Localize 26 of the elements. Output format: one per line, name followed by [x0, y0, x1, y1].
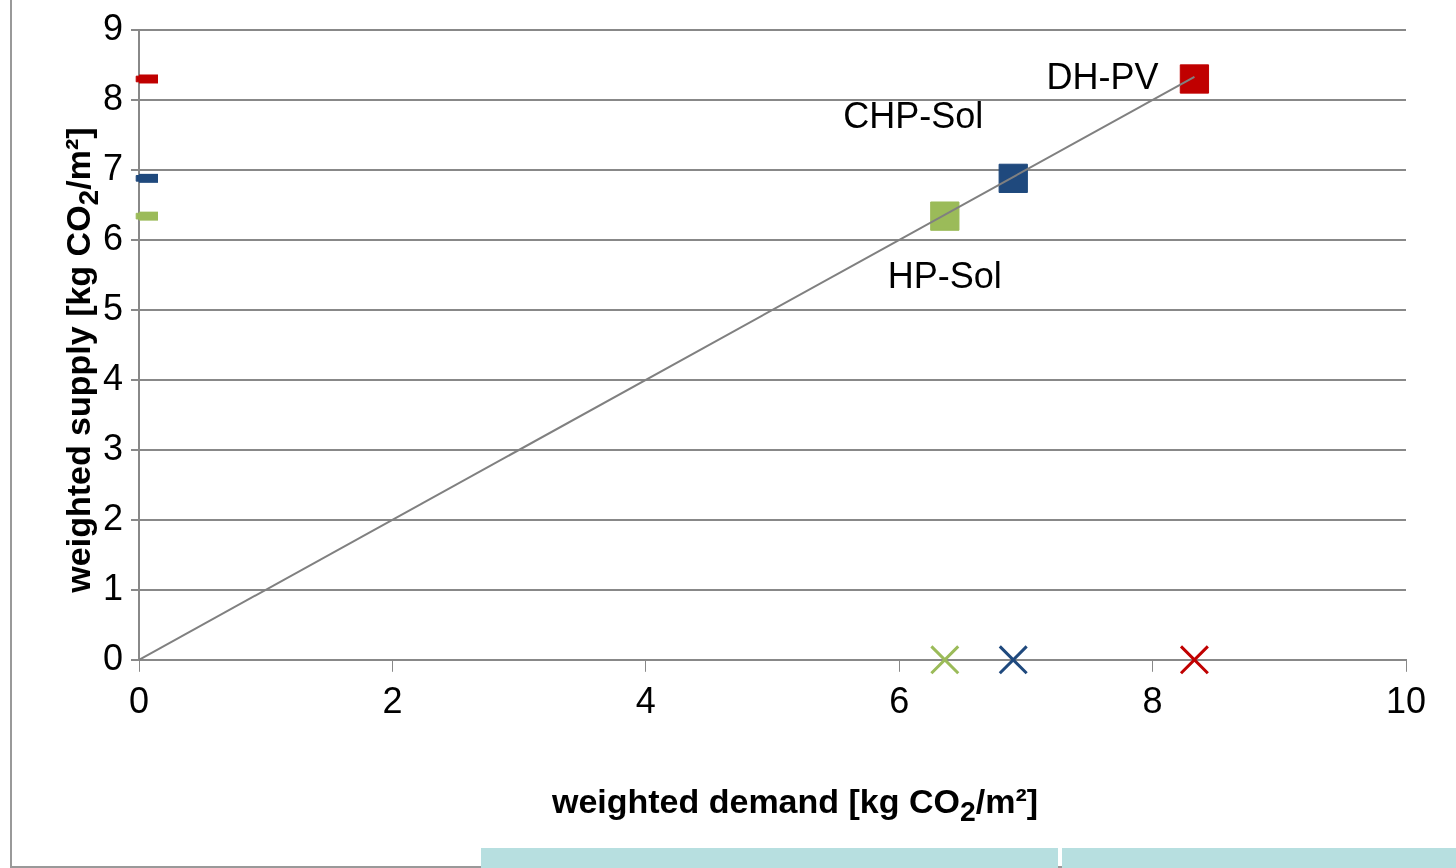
x-axis-title: weighted demand [kg CO$_{2}$/m²] [551, 782, 1039, 828]
x-tick-label: 8 [1142, 680, 1163, 722]
x-tick-label: 10 [1385, 680, 1427, 722]
y-tick-label: 7 [102, 146, 124, 188]
x-tick-label: 2 [382, 680, 403, 722]
y-tick-label: 2 [102, 496, 124, 538]
series-label: DH-PV [1046, 55, 1159, 97]
point [998, 163, 1028, 193]
series-label: CHP-Sol [843, 95, 984, 137]
series-label: HP-Sol [887, 255, 1002, 297]
y-tick-label: 3 [102, 426, 124, 468]
y-tick-label: 9 [102, 6, 124, 48]
y-tick-label: 0 [102, 636, 124, 678]
point [929, 644, 960, 675]
y-tick-label: 5 [102, 286, 124, 328]
point [930, 201, 960, 231]
point [1179, 64, 1210, 94]
x-tick-label: 6 [889, 680, 910, 722]
x-tick-label: 4 [635, 680, 656, 722]
y-tick-label: 1 [102, 566, 124, 608]
y-tick-label: 4 [102, 356, 124, 398]
point [1179, 644, 1210, 675]
y-tick-label: 8 [102, 76, 124, 118]
x-tick-label: 0 [129, 680, 150, 722]
point [998, 644, 1029, 675]
y-tick-label: 6 [102, 216, 124, 258]
